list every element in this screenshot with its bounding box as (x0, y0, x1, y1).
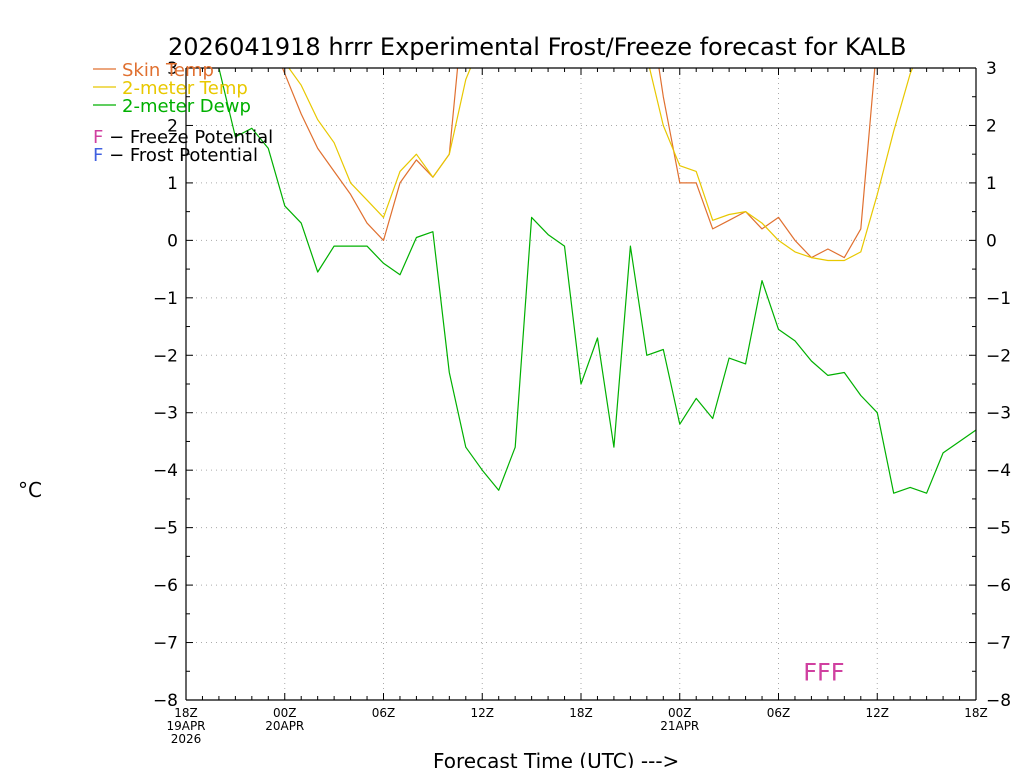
legend-2m-dewp: 2-meter Dewp (122, 96, 251, 117)
x-tick-label: 18Z (569, 706, 593, 720)
frost-label: − Frost Potential (103, 145, 258, 166)
legend-2m-temp: 2-meter Temp (122, 78, 248, 99)
y-tick-label-left: 1 (167, 174, 178, 194)
x-tick-label: 12Z (866, 706, 890, 720)
legend-freeze-potential: F − Freeze Potential (93, 127, 273, 148)
y-tick-label-right: −8 (986, 691, 1011, 711)
x-tick-date: 20APR (265, 719, 304, 733)
y-tick-label-left: −4 (153, 461, 178, 481)
y-tick-label-right: −5 (986, 519, 1011, 539)
y-tick-label-left: −3 (153, 404, 178, 424)
series-layer (217, 68, 976, 494)
y-tick-label-left: −6 (153, 576, 178, 596)
y-axis-label: °C (18, 478, 42, 502)
y-tick-label-right: 0 (986, 231, 997, 251)
y-tick-label-left: 3 (167, 59, 178, 79)
x-tick-label: 06Z (372, 706, 396, 720)
y-tick-label-right: −3 (986, 404, 1011, 424)
y-tick-label-right: 2 (986, 116, 997, 136)
y-tick-label-right: 1 (986, 174, 997, 194)
x-tick-label: 00Z (668, 706, 692, 720)
frost-marker: F (93, 145, 103, 166)
y-tick-label-right: −1 (986, 289, 1011, 309)
x-tick-label: 18Z (174, 706, 198, 720)
freeze-label: − Freeze Potential (103, 127, 273, 148)
freeze-marker: F (93, 127, 103, 148)
legend: Skin Temp 2-meter Temp 2-meter Dewp F − … (93, 60, 273, 166)
freeze-flags-annotation: FFF (803, 658, 844, 686)
x-tick-date: 19APR (166, 719, 205, 733)
series-2m-temp (288, 68, 914, 262)
grid (186, 68, 976, 700)
y-tick-label-left: −5 (153, 519, 178, 539)
y-tick-labels: 3 3 2 2 1 1 0 0 −1 −1 −2 −2 −3 −3 −4 −4 −5 −5 −6 −6 −7 −7 −8 −8 (153, 59, 1011, 711)
x-tick-label: 18Z (964, 706, 988, 720)
y-tick-label-right: 3 (986, 59, 997, 79)
y-tick-label-left: −2 (153, 346, 178, 366)
y-tick-label-left: 0 (167, 231, 178, 251)
y-tick-label-right: −4 (986, 461, 1011, 481)
y-tick-label-right: −7 (986, 634, 1011, 654)
x-tick-year: 2026 (171, 732, 202, 746)
x-tick-label: 12Z (471, 706, 495, 720)
y-tick-label-left: −7 (153, 634, 178, 654)
x-tick-label: 00Z (273, 706, 297, 720)
x-axis-label: Forecast Time (UTC) ---> (433, 749, 679, 768)
y-tick-label-left: −1 (153, 289, 178, 309)
x-tick-date: 21APR (660, 719, 699, 733)
y-tick-label-right: −6 (986, 576, 1011, 596)
y-tick-label-left: −8 (153, 691, 178, 711)
series-2m-dewp (217, 68, 976, 494)
series-skin-temp (281, 68, 876, 259)
y-tick-label-left: 2 (167, 116, 178, 136)
x-tick-label: 06Z (767, 706, 791, 720)
legend-skin-temp: Skin Temp (122, 60, 214, 81)
axes (185, 67, 977, 701)
y-tick-label-right: −2 (986, 346, 1011, 366)
legend-frost-potential: F − Frost Potential (93, 145, 258, 166)
chart-title: 2026041918 hrrr Experimental Frost/Freez… (168, 33, 906, 61)
